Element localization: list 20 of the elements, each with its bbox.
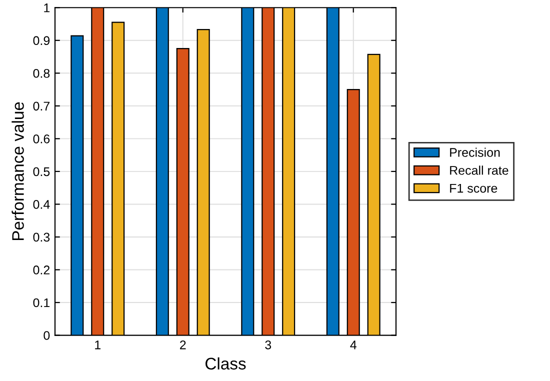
x-tick-label: 4 <box>350 340 356 350</box>
x-tick-label: 2 <box>180 340 186 350</box>
y-tick-label: 0.1 <box>33 298 50 308</box>
y-tick-label: 0.3 <box>33 232 50 242</box>
y-tick-label: 0.5 <box>33 167 50 176</box>
legend-label: Recall rate <box>450 166 508 175</box>
y-tick-label: 0.6 <box>33 134 50 144</box>
y-tick-label: 0.9 <box>33 36 50 46</box>
y-tick-label: 1 <box>44 4 50 12</box>
legend-label: Precision <box>450 148 500 157</box>
x-tick-label: 3 <box>265 340 272 350</box>
y-tick-label: 0.7 <box>33 102 50 111</box>
legend-label: F1 score <box>450 184 498 193</box>
x-tick-label: 1 <box>95 340 100 350</box>
y-tick-label: 0.2 <box>33 266 50 274</box>
y-tick-label: 0.4 <box>33 200 50 209</box>
x-axis-title: Class <box>206 357 246 370</box>
y-axis-title: Performance value <box>12 102 24 240</box>
y-tick-label: 0 <box>44 331 50 340</box>
y-tick-label: 0.8 <box>33 68 50 78</box>
